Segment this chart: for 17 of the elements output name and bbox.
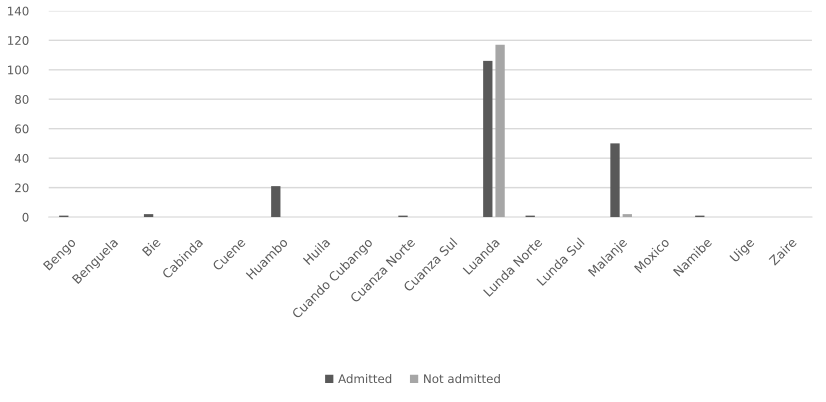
legend-label: Admitted <box>338 374 392 384</box>
y-tick-label: 80 <box>15 94 29 104</box>
x-tick-label: Bie <box>142 236 162 256</box>
y-tick-label: 120 <box>8 36 29 45</box>
bar <box>483 60 492 218</box>
bar <box>495 44 505 218</box>
y-tick-label: 20 <box>15 183 29 192</box>
y-tick-label: 0 <box>22 212 29 222</box>
bar <box>271 186 280 218</box>
bar <box>622 214 632 218</box>
y-tick-label: 100 <box>8 66 29 74</box>
y-tick-label: 60 <box>15 124 29 134</box>
bar <box>610 143 620 218</box>
bar <box>144 214 154 218</box>
y-tick-label: 40 <box>14 154 29 163</box>
y-tick-label: 140 <box>8 6 29 16</box>
legend-label: Not admitted <box>424 374 500 384</box>
